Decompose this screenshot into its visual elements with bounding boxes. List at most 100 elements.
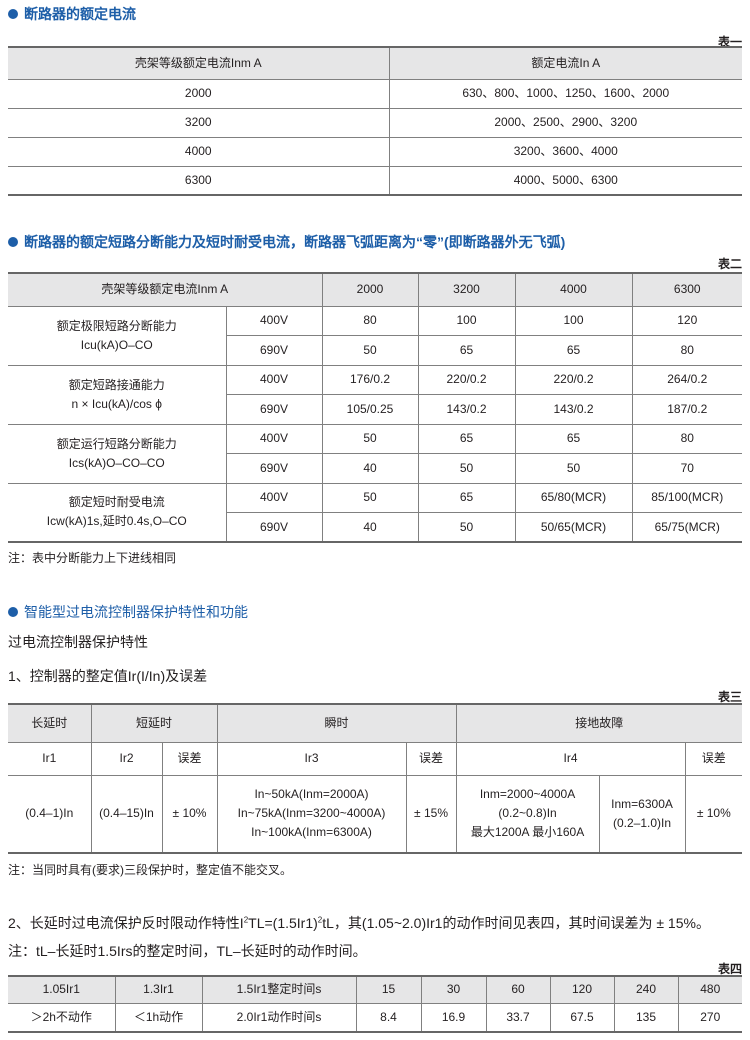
table-cell: 400V: [225, 423, 322, 454]
table-cell: 100: [514, 305, 632, 336]
cell-line: In~50kA(Inm=2000A): [254, 787, 369, 802]
column-header: 6300: [631, 272, 742, 306]
column-header: 接地故障: [455, 703, 743, 742]
table-cell: 33.7: [485, 1002, 550, 1032]
table-cell: 1.3Ir1: [114, 975, 202, 1003]
section1-heading: 断路器的额定电流: [8, 4, 136, 24]
table-cell: 143/0.2: [417, 394, 515, 424]
table-cell: 50: [417, 453, 515, 483]
bullet-icon: [8, 9, 18, 19]
table-cell: 135: [613, 1002, 678, 1032]
cell-line: Inm=6300A: [611, 796, 673, 811]
table-cell: ＞2h不动作: [8, 1002, 115, 1032]
table-cell: 100: [417, 305, 515, 336]
table-row: 额定短路接通能力 n × Icu(kA)/cos ϕ 400V 176/0.2 220/…: [8, 364, 742, 424]
table-cell: 50: [321, 482, 418, 513]
row-group-label: 额定短时耐受电流 Icw(kA)1s,延时0.4s,O–CO: [8, 482, 226, 542]
cell-line: 额定极限短路分断能力: [56, 318, 177, 333]
cell-line: Ics(kA)O–CO–CO: [68, 455, 165, 470]
table-row: Ir1 Ir2 误差 Ir3 误差 Ir4 误差: [8, 741, 743, 775]
section2-heading-text: 断路器的额定短路分断能力及短时耐受电流，断路器飞弧距离为“零”(即断路器外无飞弧…: [24, 234, 566, 250]
section3-heading-text: 智能型过电流控制器保护特性和功能: [24, 604, 248, 620]
cell-line: Icu(kA)O–CO: [80, 337, 153, 352]
cell-line: Inm=2000~4000A: [479, 787, 576, 802]
cell-line: 最大1200A 最小160A: [470, 825, 585, 840]
bullet-icon: [8, 607, 18, 617]
table-cell: 15: [355, 975, 421, 1003]
table-cell: 400V: [225, 305, 322, 336]
table-cell: 40: [321, 512, 418, 542]
bullet-icon: [8, 237, 18, 247]
row-group-label: 额定运行短路分断能力 Ics(kA)O–CO–CO: [8, 423, 226, 483]
table-header-row: 壳架等级额定电流Inm A 额定电流In A: [8, 46, 742, 79]
column-header: 短延时: [90, 703, 218, 742]
table-cell: 6300: [8, 165, 389, 195]
table-cell: 65/75(MCR): [631, 512, 742, 542]
table-row: 额定短时耐受电流 Icw(kA)1s,延时0.4s,O–CO 400V 50 65 65/…: [8, 482, 742, 542]
cell-line: ± 10%: [696, 806, 731, 821]
table-cell: 80: [321, 305, 418, 336]
table-cell: 40: [321, 453, 418, 483]
table4-label: 表四: [717, 962, 742, 976]
rated-current-table: 壳架等级额定电流Inm A 额定电流In A 2000 630、800、1000、12…: [8, 46, 742, 196]
table-row: 6300 4000、5000、6300: [8, 165, 742, 195]
cell-line: (0.4–1)In: [25, 806, 74, 821]
table-cell: 50/65(MCR): [514, 512, 632, 542]
section2-heading: 断路器的额定短路分断能力及短时耐受电流，断路器飞弧距离为“零”(即断路器外无飞弧…: [8, 232, 565, 252]
table-cell: 690V: [225, 394, 322, 424]
table-cell: 60: [485, 975, 550, 1003]
action-time-table: 1.05Ir1 1.3Ir1 1.5Ir1整定时间s 15 30 60 120 240 480 ＞…: [8, 975, 742, 1033]
table-cell: 2000、2500、2900、3200: [388, 107, 742, 137]
column-subheader: 误差: [161, 741, 218, 775]
table-cell: 65: [514, 335, 632, 365]
table-cell: 67.5: [549, 1002, 614, 1032]
section3-subheading: 过电流控制器保护特性: [8, 634, 148, 650]
section4-note: 注：tL–长延时1.5Irs的整定时间，TL–长延时的动作时间。: [8, 943, 367, 959]
formula-text: TL=(1.5Ir1): [248, 915, 318, 931]
table-cell: 187/0.2: [631, 394, 742, 424]
table-cell: 220/0.2: [514, 364, 632, 395]
formula-sup: 2: [243, 915, 249, 925]
column-header: 长延时: [8, 703, 91, 742]
column-header: 额定电流In A: [388, 46, 742, 79]
table-cell: 65: [417, 423, 515, 454]
table-cell: 220/0.2: [417, 364, 515, 395]
table-cell: 4000: [8, 136, 389, 166]
table-cell: 85/100(MCR): [631, 482, 742, 513]
table-cell: 270: [677, 1002, 742, 1032]
table-cell: 264/0.2: [631, 364, 742, 395]
table-cell: 70: [631, 453, 742, 483]
table1-label: 表一: [717, 35, 742, 49]
table-cell: 50: [514, 453, 632, 483]
table-cell: 65: [514, 423, 632, 454]
table-row: 4000 3200、3600、4000: [8, 136, 742, 166]
table-cell: 400V: [225, 482, 322, 513]
table-row: (0.4–1)In (0.4–15)In ± 10% In~50kA(Inm=2000…: [8, 774, 743, 853]
table-cell: 1.05Ir1: [8, 975, 115, 1003]
section4-formula-line: 2、长延时过电流保护反时限动作特性I2TL=(1.5Ir1)2tL，其(1.05…: [8, 913, 710, 933]
table-cell: 8.4: [355, 1002, 421, 1032]
table-cell: ± 10%: [161, 774, 218, 853]
table2-note: 注：表中分断能力上下进线相同: [8, 551, 177, 565]
table-cell: 50: [321, 335, 418, 365]
table-cell: In~50kA(Inm=2000A) In~75kA(Inm=3200~4000A…: [216, 774, 407, 853]
table-cell: 2.0Ir1动作时间s: [201, 1002, 356, 1032]
table-cell: 120: [631, 305, 742, 336]
formula-text: tL，其(1.05~2.0)Ir1的动作时间见表四，其时间误差为 ± 15%。: [322, 915, 710, 931]
table-cell: ± 10%: [684, 774, 743, 853]
row-group-label: 额定短路接通能力 n × Icu(kA)/cos ϕ: [8, 364, 226, 424]
cell-line: 额定短时耐受电流: [68, 495, 165, 510]
cell-line: ± 10%: [172, 806, 207, 821]
table-cell: 240: [613, 975, 678, 1003]
section1-heading-text: 断路器的额定电流: [24, 6, 136, 22]
table-cell: 1.5Ir1整定时间s: [201, 975, 356, 1003]
table-row: 额定极限短路分断能力 Icu(kA)O–CO 400V 80 100 100 120: [8, 305, 742, 365]
formula-text: 2、长延时过电流保护反时限动作特性I: [8, 915, 244, 931]
table-cell: Inm=2000~4000A (0.2~0.8)In 最大1200A 最小160A: [455, 774, 600, 853]
table3-note: 注：当同时具有(要求)三段保护时，整定值不能交叉。: [8, 863, 292, 877]
table-cell: 2000: [8, 78, 389, 108]
column-subheader: 误差: [405, 741, 457, 775]
table-cell: 65: [417, 335, 515, 365]
section3-item1: 1、控制器的整定值Ir(I/In)及误差: [8, 668, 208, 684]
